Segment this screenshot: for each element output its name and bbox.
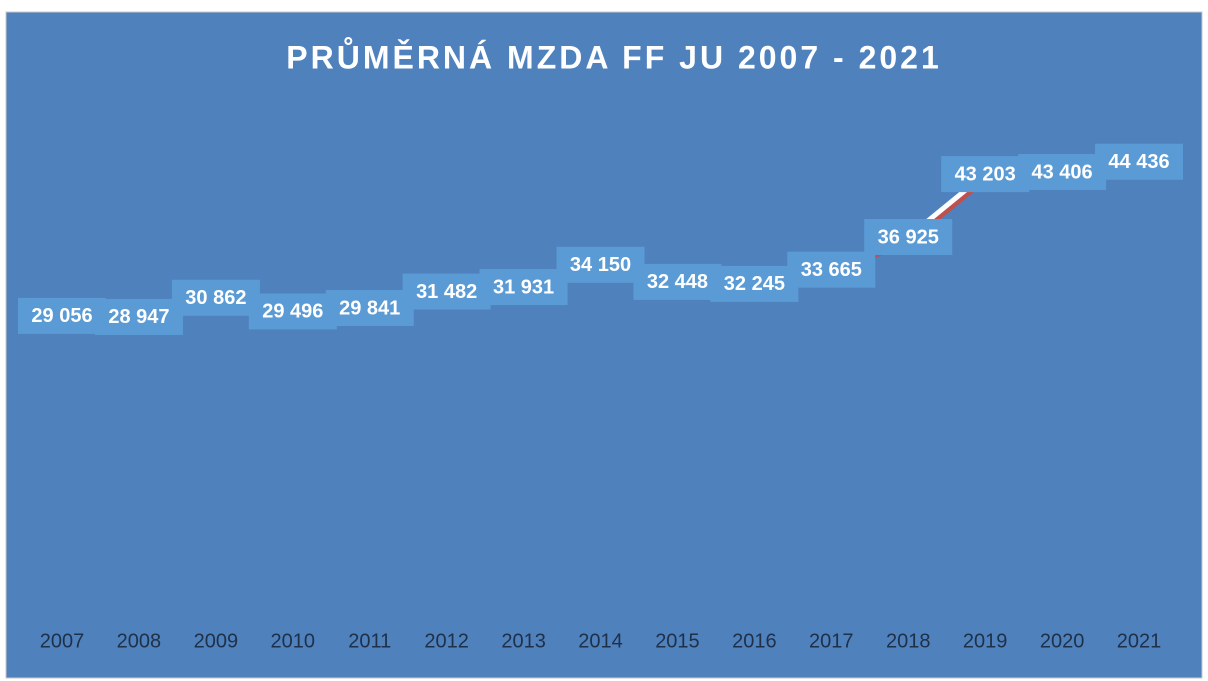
data-label: 33 665 <box>801 259 862 281</box>
x-tick-label: 2008 <box>117 630 162 652</box>
data-label: 29 496 <box>262 301 323 323</box>
x-tick-label: 2009 <box>194 630 239 652</box>
data-label-box <box>633 263 722 300</box>
data-label: 44 436 <box>1108 151 1169 173</box>
x-tick-label: 2014 <box>578 630 623 652</box>
x-tick-label: 2021 <box>1117 630 1162 652</box>
data-label: 32 245 <box>724 273 785 295</box>
data-label-box <box>787 251 876 288</box>
data-label-box <box>325 289 414 326</box>
data-label-box <box>248 293 337 330</box>
data-label: 29 056 <box>31 305 92 327</box>
x-tick-label: 2017 <box>809 630 854 652</box>
x-tick-label: 2010 <box>271 630 316 652</box>
data-label-box <box>479 269 568 306</box>
x-tick-label: 2020 <box>1040 630 1085 652</box>
chart-title: PRŮMĚRNÁ MZDA FF JU 2007 - 2021 <box>286 37 942 75</box>
data-label: 31 482 <box>416 281 477 303</box>
x-tick-label: 2015 <box>655 630 700 652</box>
data-label: 30 862 <box>185 287 246 309</box>
x-tick-label: 2018 <box>886 630 931 652</box>
data-label: 28 947 <box>108 306 169 328</box>
data-label: 29 841 <box>339 297 400 319</box>
x-tick-label: 2012 <box>424 630 469 652</box>
data-label-box <box>402 273 491 310</box>
x-tick-label: 2007 <box>40 630 85 652</box>
data-label-box <box>710 265 799 302</box>
data-label: 32 448 <box>647 271 708 293</box>
x-tick-label: 2013 <box>501 630 546 652</box>
chart-background <box>5 11 1203 679</box>
x-tick-label: 2019 <box>963 630 1008 652</box>
data-label-box <box>1018 154 1107 191</box>
data-label: 31 931 <box>493 276 554 298</box>
data-label-box <box>941 156 1030 193</box>
data-label: 43 203 <box>955 163 1016 185</box>
data-label-box <box>18 297 106 334</box>
data-label-box <box>171 279 260 316</box>
data-label-box <box>864 219 953 256</box>
data-label: 34 150 <box>570 254 631 276</box>
data-label-box <box>1095 143 1184 180</box>
data-label: 36 925 <box>878 226 939 248</box>
data-label-box <box>556 246 645 283</box>
x-tick-label: 2016 <box>732 630 777 652</box>
data-label: 43 406 <box>1032 161 1093 183</box>
data-label-box <box>94 298 183 335</box>
x-tick-label: 2011 <box>348 630 391 652</box>
